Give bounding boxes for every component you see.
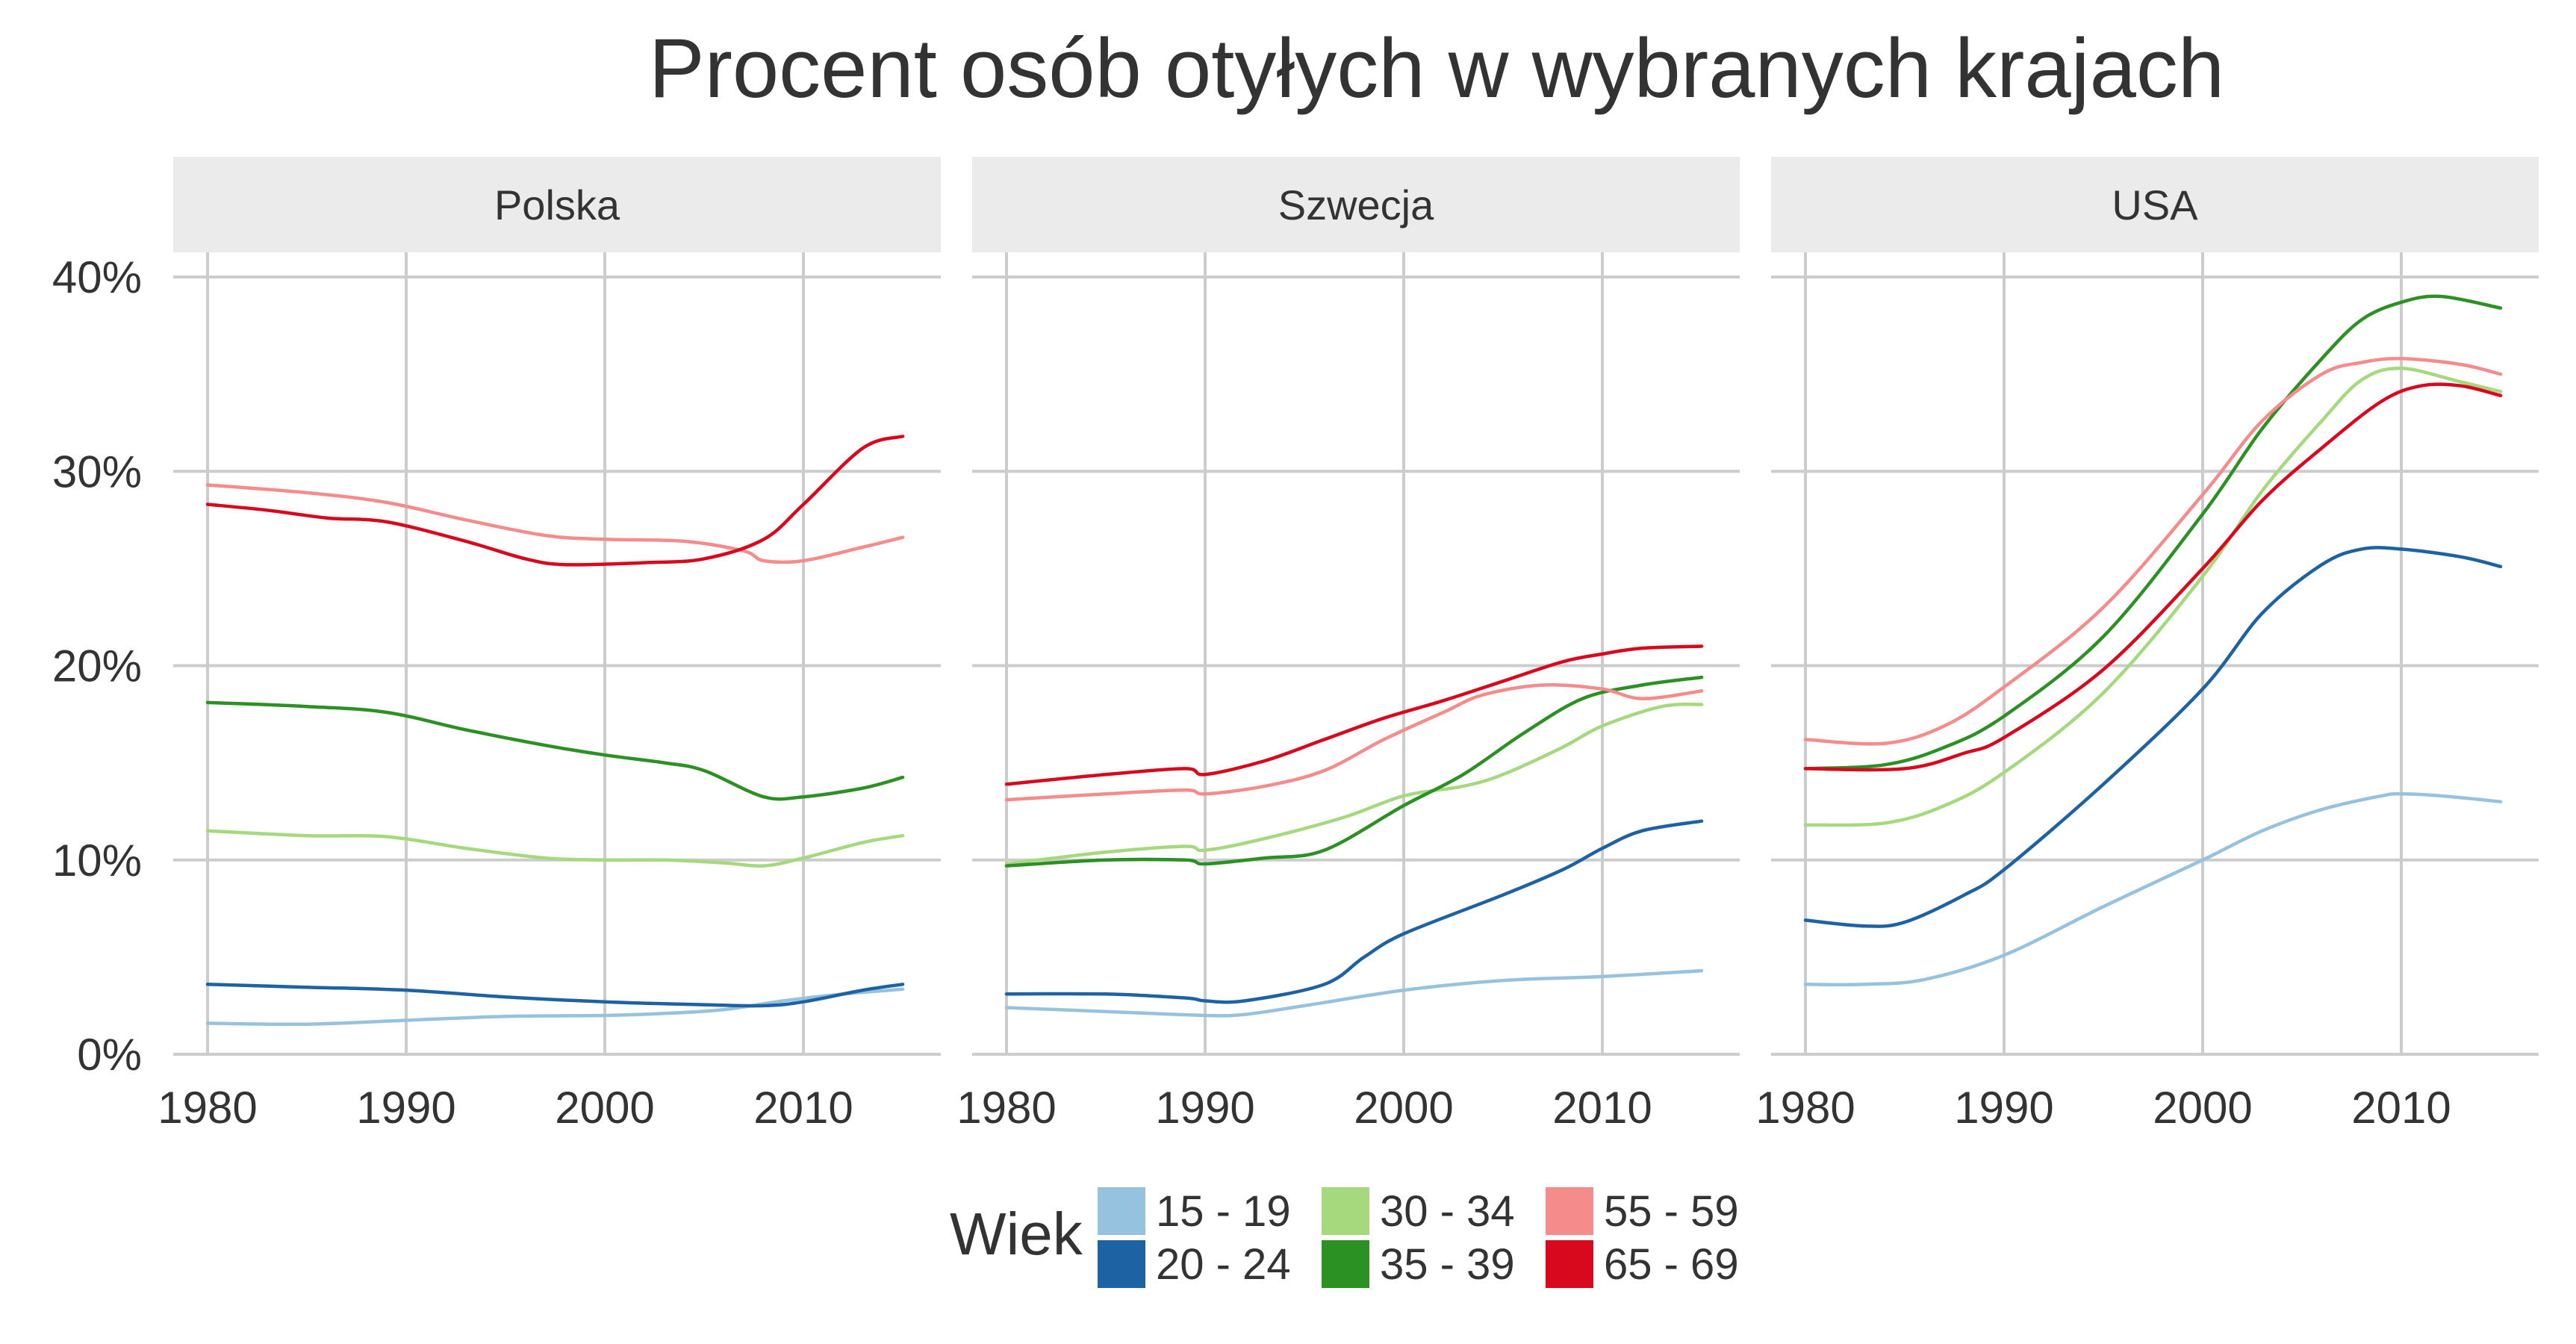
series-line-szwecja-55-59 <box>1004 682 1704 802</box>
series-line-szwecja-15-19 <box>1004 968 1704 1018</box>
legend-label: 35 - 39 <box>1380 1240 1515 1289</box>
legend-swatch-35-39 <box>1322 1240 1369 1288</box>
facet-strip-szwecja <box>972 157 1740 252</box>
x-tick-label: 2010 <box>753 1083 853 1133</box>
series-line-szwecja-20-24 <box>1004 819 1704 1004</box>
chart-title: Procent osób otyłych w wybranych krajach <box>649 22 2224 115</box>
series-line-polska-55-59 <box>205 483 905 564</box>
x-tick-label: 2000 <box>2153 1083 2252 1133</box>
series-line-szwecja-65-69 <box>1004 644 1704 786</box>
y-tick-label: 0% <box>77 1030 142 1080</box>
legend-swatch-30-34 <box>1322 1187 1369 1235</box>
series-line-polska-20-24 <box>205 983 905 1008</box>
x-tick-label: 1980 <box>1755 1083 1855 1133</box>
x-tick-label: 1990 <box>1155 1083 1254 1133</box>
legend-label: 15 - 19 <box>1156 1187 1291 1236</box>
series-line-polska-15-19 <box>205 987 905 1027</box>
x-tick-label: 1990 <box>1954 1083 2053 1133</box>
series-line-polska-35-39 <box>205 700 905 801</box>
legend-label: 55 - 59 <box>1604 1187 1739 1236</box>
series-line-polska-65-69 <box>205 435 905 567</box>
legend-swatch-55-59 <box>1546 1187 1593 1235</box>
series-line-usa-35-39 <box>1803 294 2503 771</box>
legend-title: Wiek <box>950 1201 1083 1267</box>
x-tick-label: 2010 <box>1552 1083 1652 1133</box>
series-line-szwecja-35-39 <box>1004 675 1704 868</box>
x-tick-label: 1990 <box>356 1083 455 1133</box>
y-tick-label: 30% <box>52 447 142 497</box>
series-line-usa-20-24 <box>1803 546 2503 928</box>
x-tick-label: 2010 <box>2351 1083 2451 1133</box>
x-tick-label: 1980 <box>956 1083 1056 1133</box>
y-tick-label: 40% <box>52 252 142 302</box>
facet-strip-polska <box>173 157 941 252</box>
series-line-usa-15-19 <box>1803 791 2503 987</box>
series-line-usa-30-34 <box>1803 367 2503 827</box>
y-tick-label: 20% <box>52 641 142 691</box>
legend-label: 20 - 24 <box>1156 1240 1291 1289</box>
series-line-szwecja-30-34 <box>1004 702 1704 866</box>
y-tick-label: 10% <box>52 836 142 886</box>
series-line-usa-55-59 <box>1803 357 2503 746</box>
legend-swatch-20-24 <box>1098 1240 1145 1288</box>
x-tick-label: 2000 <box>555 1083 654 1133</box>
x-tick-label: 2000 <box>1354 1083 1453 1133</box>
facet-label-polska: Polska <box>494 181 620 228</box>
legend-label: 65 - 69 <box>1604 1240 1739 1289</box>
x-tick-label: 1980 <box>158 1083 257 1133</box>
facet-label-szwecja: Szwecja <box>1278 181 1434 228</box>
legend-label: 30 - 34 <box>1380 1187 1515 1236</box>
facet-label-usa: USA <box>2112 181 2198 228</box>
series-line-polska-30-34 <box>205 829 905 868</box>
facet-strip-usa <box>1771 157 2539 252</box>
legend-swatch-15-19 <box>1098 1187 1145 1235</box>
legend-swatch-65-69 <box>1546 1240 1593 1288</box>
series-line-usa-65-69 <box>1803 382 2503 772</box>
